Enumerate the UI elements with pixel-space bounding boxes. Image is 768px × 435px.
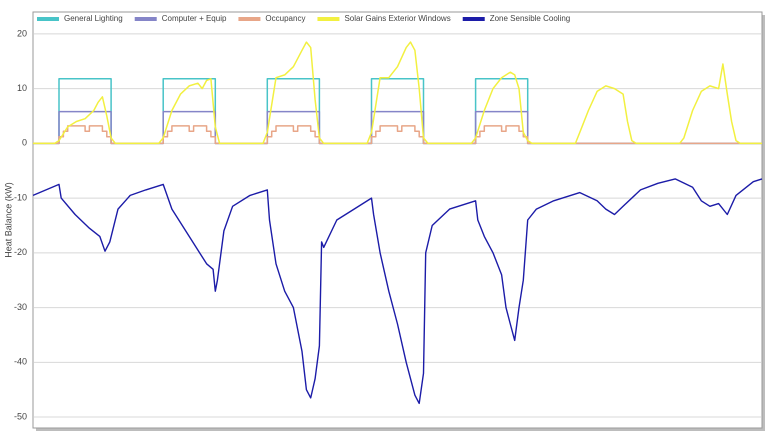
y-tick-label: -30 [14, 302, 27, 312]
series-line [33, 125, 762, 145]
y-tick-label: -20 [14, 247, 27, 257]
legend-label: Computer + Equip [162, 14, 227, 23]
plot-area [32, 11, 763, 429]
legend-swatch [462, 17, 485, 21]
y-tick-label: 20 [17, 28, 27, 38]
legend-label: Occupancy [265, 14, 305, 23]
legend-label: Zone Sensible Cooling [490, 14, 571, 23]
y-axis-label: Heat Balance (kW) [3, 182, 13, 258]
y-tick-label: -40 [14, 357, 27, 367]
legend-label: General Lighting [64, 14, 123, 23]
legend-label: Solar Gains Exterior Windows [344, 14, 450, 23]
legend-swatch [317, 17, 340, 21]
legend-swatch [37, 17, 59, 21]
series-line [32, 178, 763, 405]
y-tick-label: 0 [22, 138, 27, 148]
legend-swatch [134, 17, 157, 21]
series-line [33, 110, 762, 145]
y-tick-label: -50 [14, 411, 27, 421]
legend-swatch [238, 17, 261, 21]
series-line [33, 41, 762, 145]
y-tick-label: -10 [14, 192, 27, 202]
y-tick-label: 10 [17, 83, 27, 93]
